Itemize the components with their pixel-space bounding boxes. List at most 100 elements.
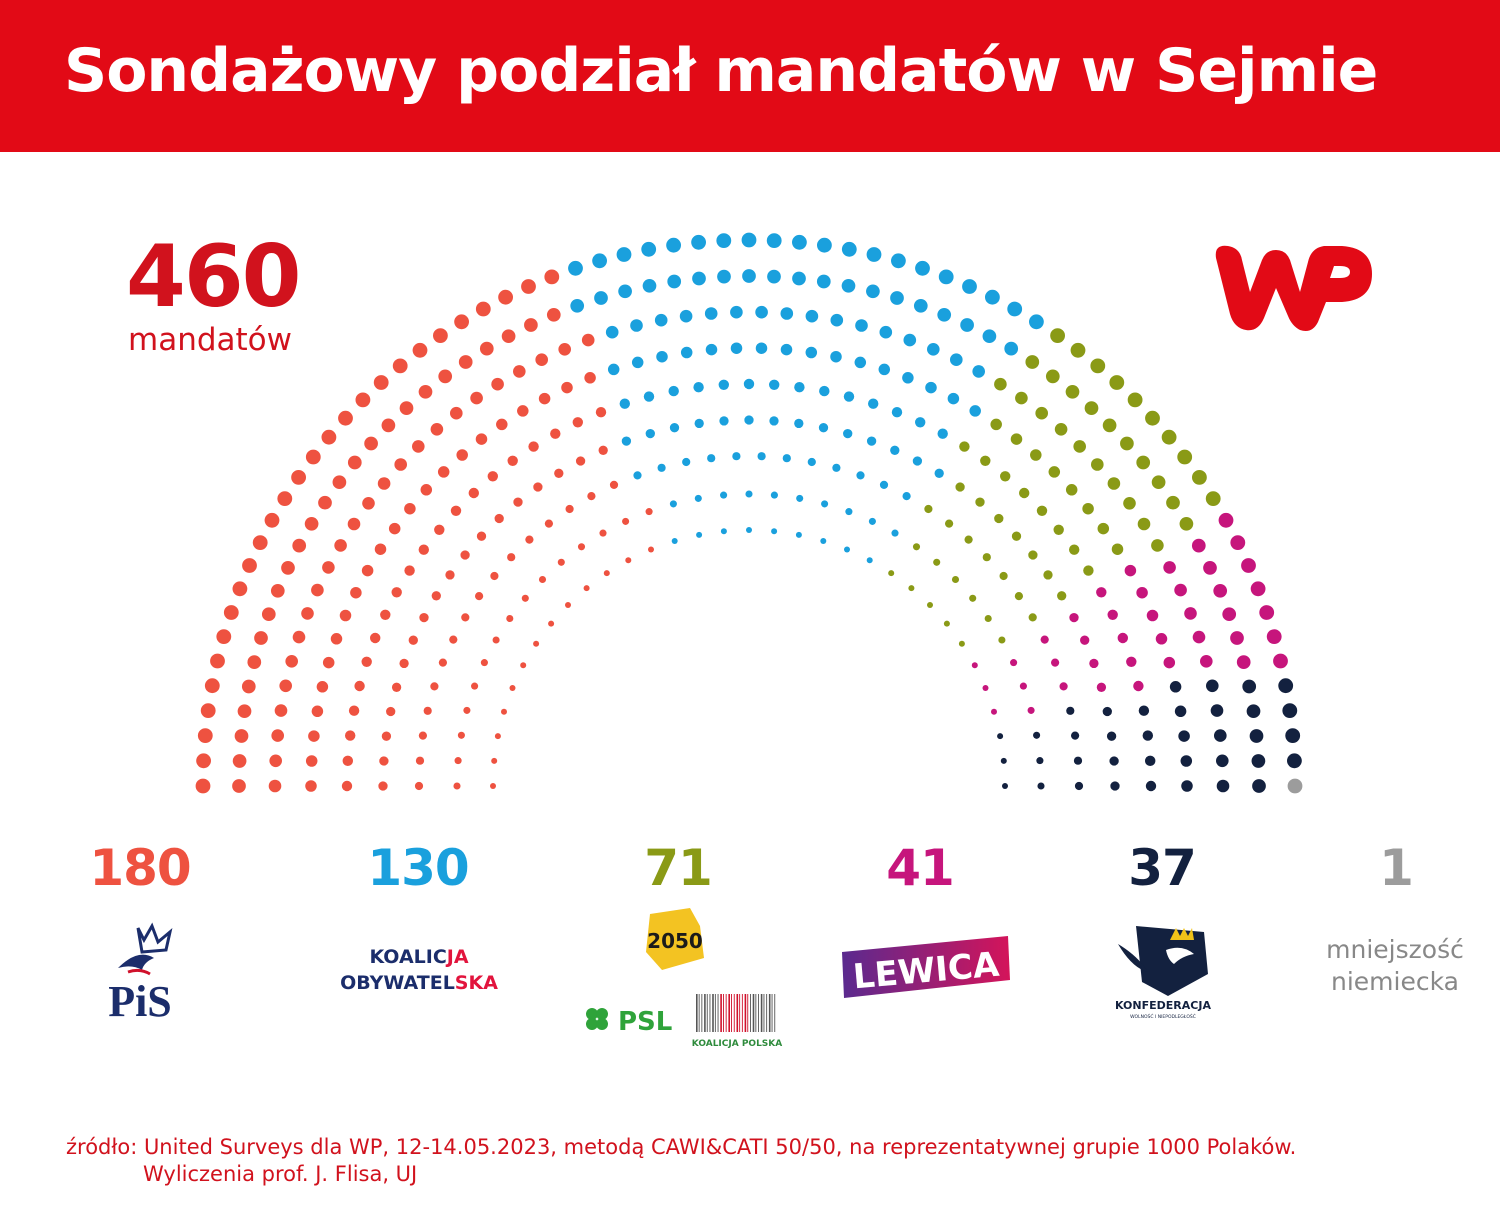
seat-dot	[1216, 779, 1230, 793]
barcode-bar	[736, 994, 739, 1032]
seat-dot	[656, 350, 668, 363]
seat-dot	[1287, 753, 1302, 769]
seat-dot	[704, 307, 718, 320]
seat-dot	[355, 392, 371, 408]
seat-dot	[771, 528, 778, 535]
seat-dot	[1057, 591, 1067, 601]
psl-logo-text: PSL	[618, 1007, 672, 1037]
seat-dot	[350, 586, 362, 599]
seat-dot	[694, 418, 704, 429]
seat-dot	[1089, 658, 1099, 669]
seat-dot	[1166, 495, 1180, 510]
seat-dot	[947, 392, 960, 405]
seat-dot	[1028, 613, 1037, 622]
seat-dot	[1124, 564, 1137, 577]
seat-dot	[1080, 635, 1090, 645]
barcode-bar	[733, 994, 735, 1032]
seat-dot	[962, 279, 977, 294]
seat-dot	[494, 513, 504, 524]
seat-dot	[1192, 470, 1207, 485]
seat-dot	[285, 655, 299, 668]
konfederacja-logo-text: KONFEDERACJA	[1115, 999, 1211, 1012]
seat-dot	[679, 309, 693, 323]
seat-dot	[742, 269, 756, 283]
seat-dot	[517, 405, 529, 417]
seat-dot	[492, 636, 500, 644]
seat-dot	[902, 372, 914, 384]
seat-dot	[386, 706, 396, 717]
seat-dot	[1096, 587, 1107, 598]
seat-dot	[570, 298, 585, 313]
seat-dot	[362, 497, 375, 510]
seat-dot	[720, 491, 728, 499]
barcode-bar	[696, 994, 698, 1032]
seat-dot	[399, 658, 409, 669]
seat-dot	[311, 583, 324, 597]
seat-dot	[830, 350, 842, 363]
seat-dot	[232, 779, 246, 793]
seat-dot	[794, 382, 805, 393]
seat-dot	[454, 757, 462, 765]
seat-dot	[641, 241, 657, 257]
seat-dot	[196, 753, 212, 769]
seat-dot	[621, 436, 632, 446]
seat-dot	[449, 635, 458, 644]
seat-dot	[795, 531, 802, 538]
mniejszosc-line2: niemiecka	[1331, 967, 1459, 996]
seat-dot	[1117, 632, 1129, 644]
seat-dot	[1169, 681, 1182, 693]
barcode-bar	[701, 994, 703, 1032]
seat-dot	[821, 500, 829, 508]
seat-dot	[741, 232, 757, 248]
seat-dot	[1206, 679, 1219, 693]
seat-dot	[480, 659, 488, 667]
seat-dot	[470, 391, 483, 405]
seat-dot	[491, 377, 504, 391]
seat-dot	[546, 307, 561, 322]
seat-dot	[437, 466, 450, 478]
barcode-bar	[720, 994, 722, 1032]
party-konfederacja-seats: 37	[1128, 839, 1197, 897]
seat-dot	[980, 455, 991, 466]
seat-dot	[718, 379, 729, 390]
seat-dot	[716, 233, 732, 249]
seat-dot	[609, 480, 619, 489]
source-note: źródło: United Surveys dla WP, 12-14.05.…	[66, 1134, 1296, 1188]
seat-dot	[744, 415, 754, 425]
seat-dot	[843, 391, 855, 402]
seat-dot	[598, 445, 608, 455]
seat-dot	[959, 441, 970, 452]
seat-dot	[694, 494, 702, 502]
seat-dot	[937, 428, 948, 439]
seat-dot	[982, 685, 989, 691]
seat-dot	[805, 346, 818, 359]
seat-dot	[544, 519, 554, 528]
seat-dot	[463, 706, 471, 714]
seat-dot	[321, 429, 337, 445]
seat-dot	[622, 517, 630, 525]
seat-dot	[1192, 630, 1206, 644]
barcode-bar	[771, 994, 773, 1032]
seat-dot	[261, 607, 276, 622]
seat-dot	[1137, 517, 1151, 531]
seat-dot	[1073, 440, 1086, 453]
barcode-bar	[766, 994, 768, 1032]
seat-dot	[341, 780, 353, 792]
seat-dot	[998, 636, 1006, 644]
seat-dot	[1035, 406, 1048, 420]
konfederacja-logo-sub: WOLNOŚĆ I NIEPODLEGŁOŚĆ	[1130, 1013, 1196, 1020]
seat-dot	[268, 779, 282, 793]
seat-dot	[241, 679, 256, 694]
barcode-bar	[728, 994, 730, 1032]
seat-dot	[1163, 561, 1176, 574]
seat-dot	[301, 607, 314, 620]
barcode-bar	[768, 994, 771, 1032]
seat-dot	[780, 343, 793, 356]
seat-dot	[509, 685, 516, 691]
seat-dot	[354, 680, 365, 692]
seat-dot	[866, 284, 880, 299]
seat-dot	[404, 565, 415, 576]
barcode-bar	[741, 994, 743, 1032]
seat-dot	[599, 529, 607, 537]
seat-dot	[281, 561, 295, 575]
